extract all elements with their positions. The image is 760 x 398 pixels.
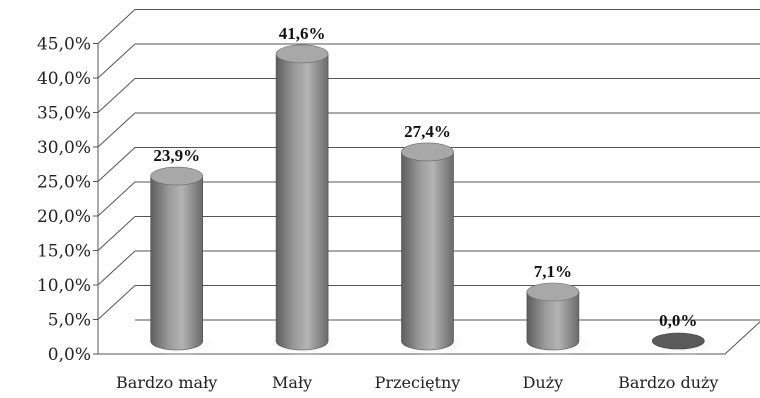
gridlines <box>97 9 760 320</box>
y-tick-label: 10,0% <box>37 276 91 296</box>
y-tick-label: 20,0% <box>37 207 91 227</box>
gridline <box>97 147 760 182</box>
gridline <box>97 112 760 148</box>
gridline <box>97 43 760 79</box>
data-label: 0,0% <box>659 311 697 330</box>
bar <box>526 291 580 351</box>
y-tick-label: 35,0% <box>37 104 91 124</box>
y-tick-label: 15,0% <box>37 242 91 262</box>
bar-top <box>275 44 329 64</box>
bar <box>275 53 329 351</box>
data-labels: 23,9% 41,6% 27,4% 7,1% 0,0% <box>153 24 697 330</box>
y-tick-label: 25,0% <box>37 173 91 193</box>
x-axis-labels: Bardzo mały Mały Przeciętny Duży Bardzo duży <box>116 373 718 392</box>
x-tick-label: Przeciętny <box>375 373 461 392</box>
x-tick-label: Mały <box>272 373 312 392</box>
data-label: 27,4% <box>404 122 451 141</box>
y-tick-label: 0,0% <box>48 345 91 365</box>
gridline <box>97 181 760 217</box>
gridline <box>97 78 760 113</box>
gridline <box>97 250 760 286</box>
x-tick-label: Bardzo duży <box>618 373 718 392</box>
gridline <box>97 9 760 44</box>
y-tick-label: 5,0% <box>48 311 91 331</box>
bar-top <box>526 282 580 302</box>
bar-top <box>150 166 203 186</box>
bar <box>150 175 203 351</box>
y-axis-ticks: 0,0% 5,0% 10,0% 15,0% 20,0% 25,0% 30,0% 35,0% 40… <box>37 35 98 365</box>
bar <box>651 332 705 350</box>
x-tick-label: Bardzo mały <box>116 373 217 392</box>
bar <box>401 151 454 351</box>
x-tick-label: Duży <box>523 373 564 392</box>
y-tick-label: 45,0% <box>37 35 91 55</box>
bars <box>144 44 719 356</box>
y-tick-label: 30,0% <box>37 138 91 158</box>
data-label: 41,6% <box>279 24 326 43</box>
bar-top <box>401 142 454 162</box>
gridline <box>97 216 760 251</box>
data-label: 23,9% <box>153 146 200 165</box>
data-label: 7,1% <box>534 262 572 281</box>
y-tick-label: 40,0% <box>37 69 91 89</box>
